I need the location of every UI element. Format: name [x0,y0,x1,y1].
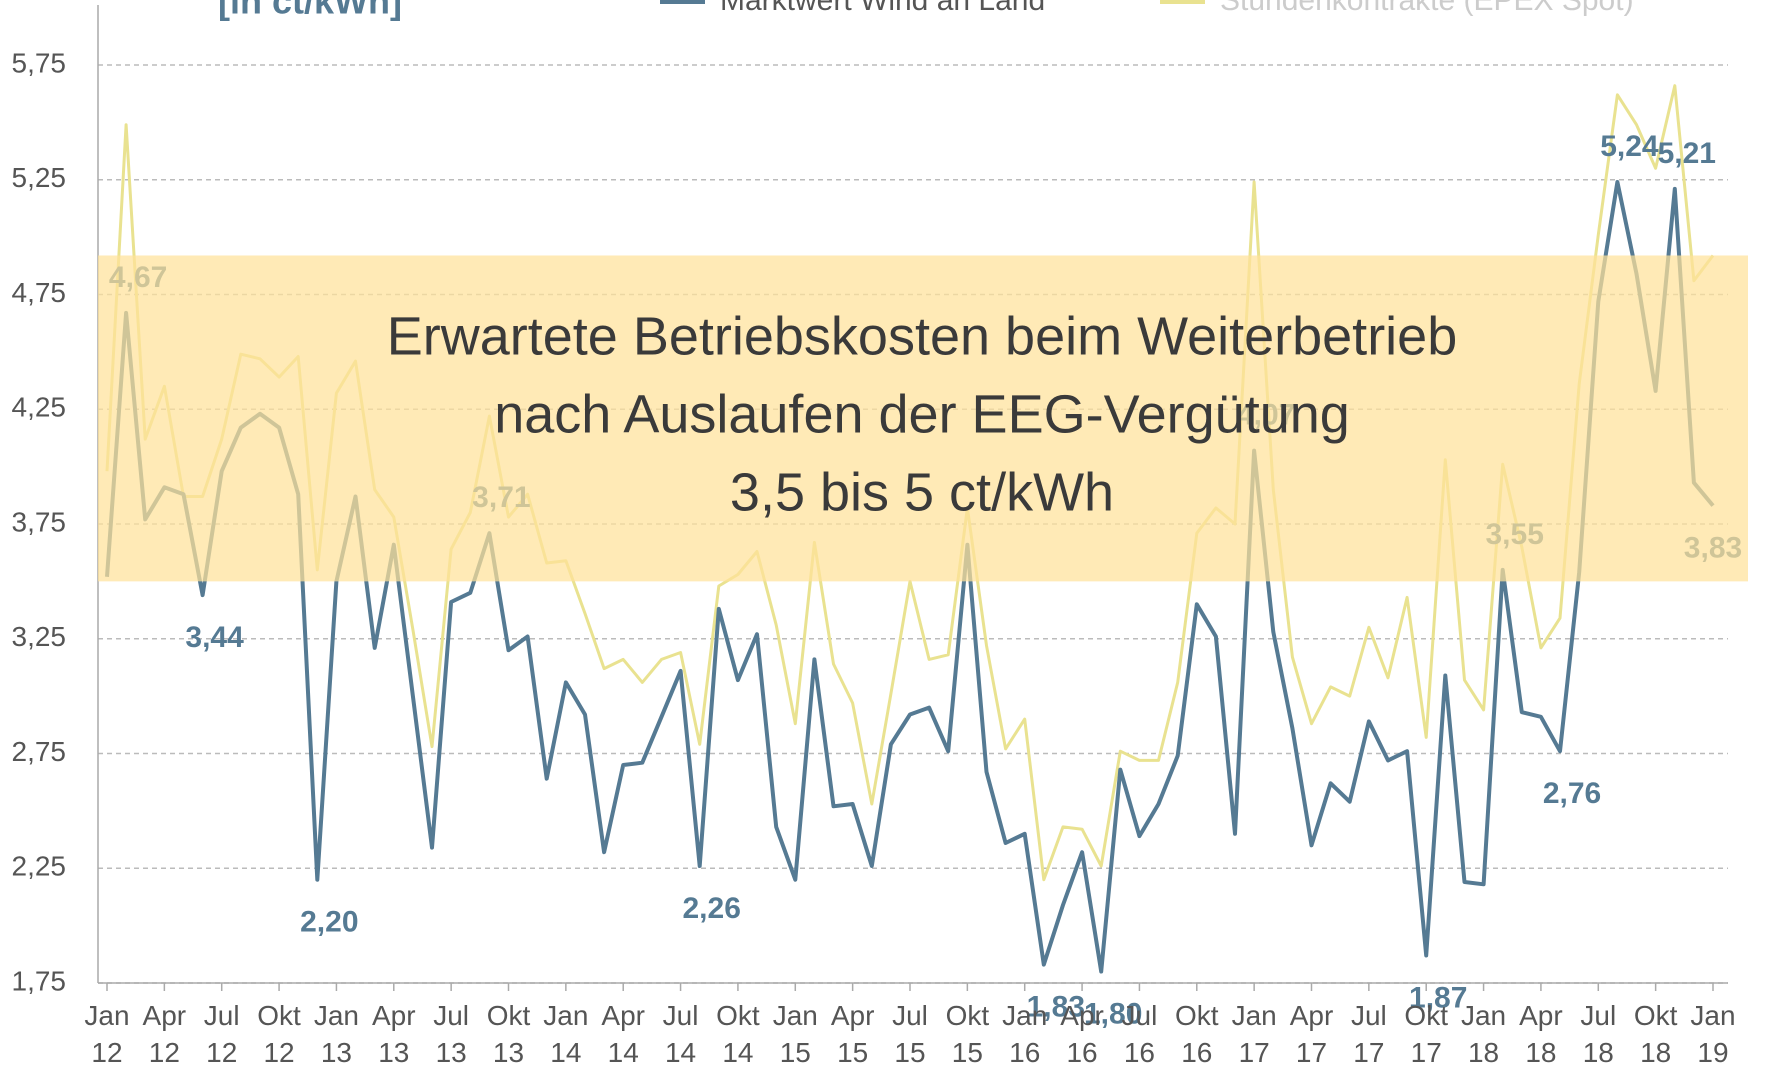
data-label: 3,44 [185,621,244,654]
x-tick-label: Apr 16 [1060,1000,1104,1068]
x-tick-label: Jan 15 [772,1000,818,1068]
data-label: 1,87 [1409,981,1467,1014]
x-tick-label: Okt 13 [486,1000,531,1068]
x-tick-label: Jan 13 [313,1000,359,1068]
band-text: nach Auslaufen der EEG-Vergütung [494,385,1350,445]
chart-title: [in ct/kWh] [218,0,402,22]
y-tick-label: 5,75 [12,47,67,78]
x-tick-label: Jul 18 [1580,1000,1617,1068]
y-tick-label: 2,75 [12,736,67,767]
x-tick-label: Okt 14 [716,1000,760,1068]
x-tick-label: Okt 15 [945,1000,990,1068]
y-tick-label: 5,25 [12,162,67,193]
data-label: 1,83 [1027,991,1085,1024]
x-tick-label: Jan 14 [543,1000,589,1068]
x-tick-label: Apr 14 [601,1000,645,1068]
x-tick-label: Okt 18 [1633,1000,1678,1068]
y-tick-label: 2,25 [12,851,67,882]
x-tick-label: Jan 18 [1460,1000,1507,1068]
band-text: 3,5 bis 5 ct/kWh [730,463,1114,523]
x-tick-label: Jan 19 [1690,1000,1736,1068]
data-label: 5,24 [1600,130,1659,163]
x-tick-label: Jul 17 [1350,1000,1387,1068]
x-tick-label: Apr 17 [1289,1000,1334,1068]
x-tick-label: Apr 18 [1519,1000,1563,1068]
x-tick-label: Jul 16 [1121,1000,1158,1068]
data-label: 1,80 [1084,997,1142,1030]
data-label: 2,26 [682,892,740,925]
y-tick-label: 4,25 [12,392,67,423]
legend-label: Marktwert Wind an Land [720,0,1045,17]
x-tick-label: Jul 14 [662,1000,699,1068]
legend-label: Stundenkontrakte (EPEX Spot) [1220,0,1634,17]
x-tick-label: Jan 16 [1002,1000,1048,1068]
data-label: 2,76 [1543,777,1601,810]
y-tick-label: 1,75 [12,965,67,996]
data-label: 2,20 [300,906,358,939]
x-tick-label: Apr 15 [830,1000,875,1068]
band-text: Erwartete Betriebskosten beim Weiterbetr… [387,307,1457,367]
x-tick-label: Apr 13 [371,1000,416,1068]
x-tick-label: Okt 17 [1404,1000,1448,1068]
y-tick-label: 3,25 [12,621,67,652]
x-tick-label: Jul 13 [433,1000,470,1068]
band [98,255,1748,582]
x-tick-label: Okt 12 [257,1000,301,1068]
y-tick-label: 3,75 [12,506,67,537]
x-tick-label: Jul 15 [892,1000,928,1068]
data-label: 5,21 [1658,137,1716,170]
x-tick-label: Jan 12 [84,1000,130,1068]
y-tick-label: 4,75 [12,277,67,308]
x-tick-label: Apr 12 [142,1000,187,1068]
x-tick-label: Jul 12 [203,1000,240,1068]
series-line [105,180,1715,974]
x-tick-label: Okt 16 [1175,1000,1219,1068]
x-tick-label: Jan 17 [1231,1000,1277,1068]
